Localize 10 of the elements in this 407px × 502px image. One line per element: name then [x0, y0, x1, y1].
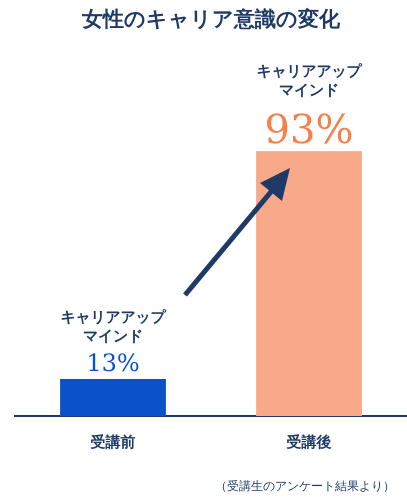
text: キャリアアップ: [256, 62, 362, 80]
data-label: 93%: [264, 107, 354, 154]
data-label: 13%: [86, 348, 140, 377]
x-tick-label: 受講前: [90, 432, 136, 451]
chart-title: 女性のキャリア意識の変化: [81, 6, 341, 32]
annotation: キャリアアップ: [60, 308, 166, 326]
x-tick-label: 受講後: [286, 432, 332, 451]
annotation: マインド: [83, 326, 143, 345]
text: マインド: [279, 81, 339, 100]
text: （受講生のアンケート結果より）: [215, 478, 395, 495]
